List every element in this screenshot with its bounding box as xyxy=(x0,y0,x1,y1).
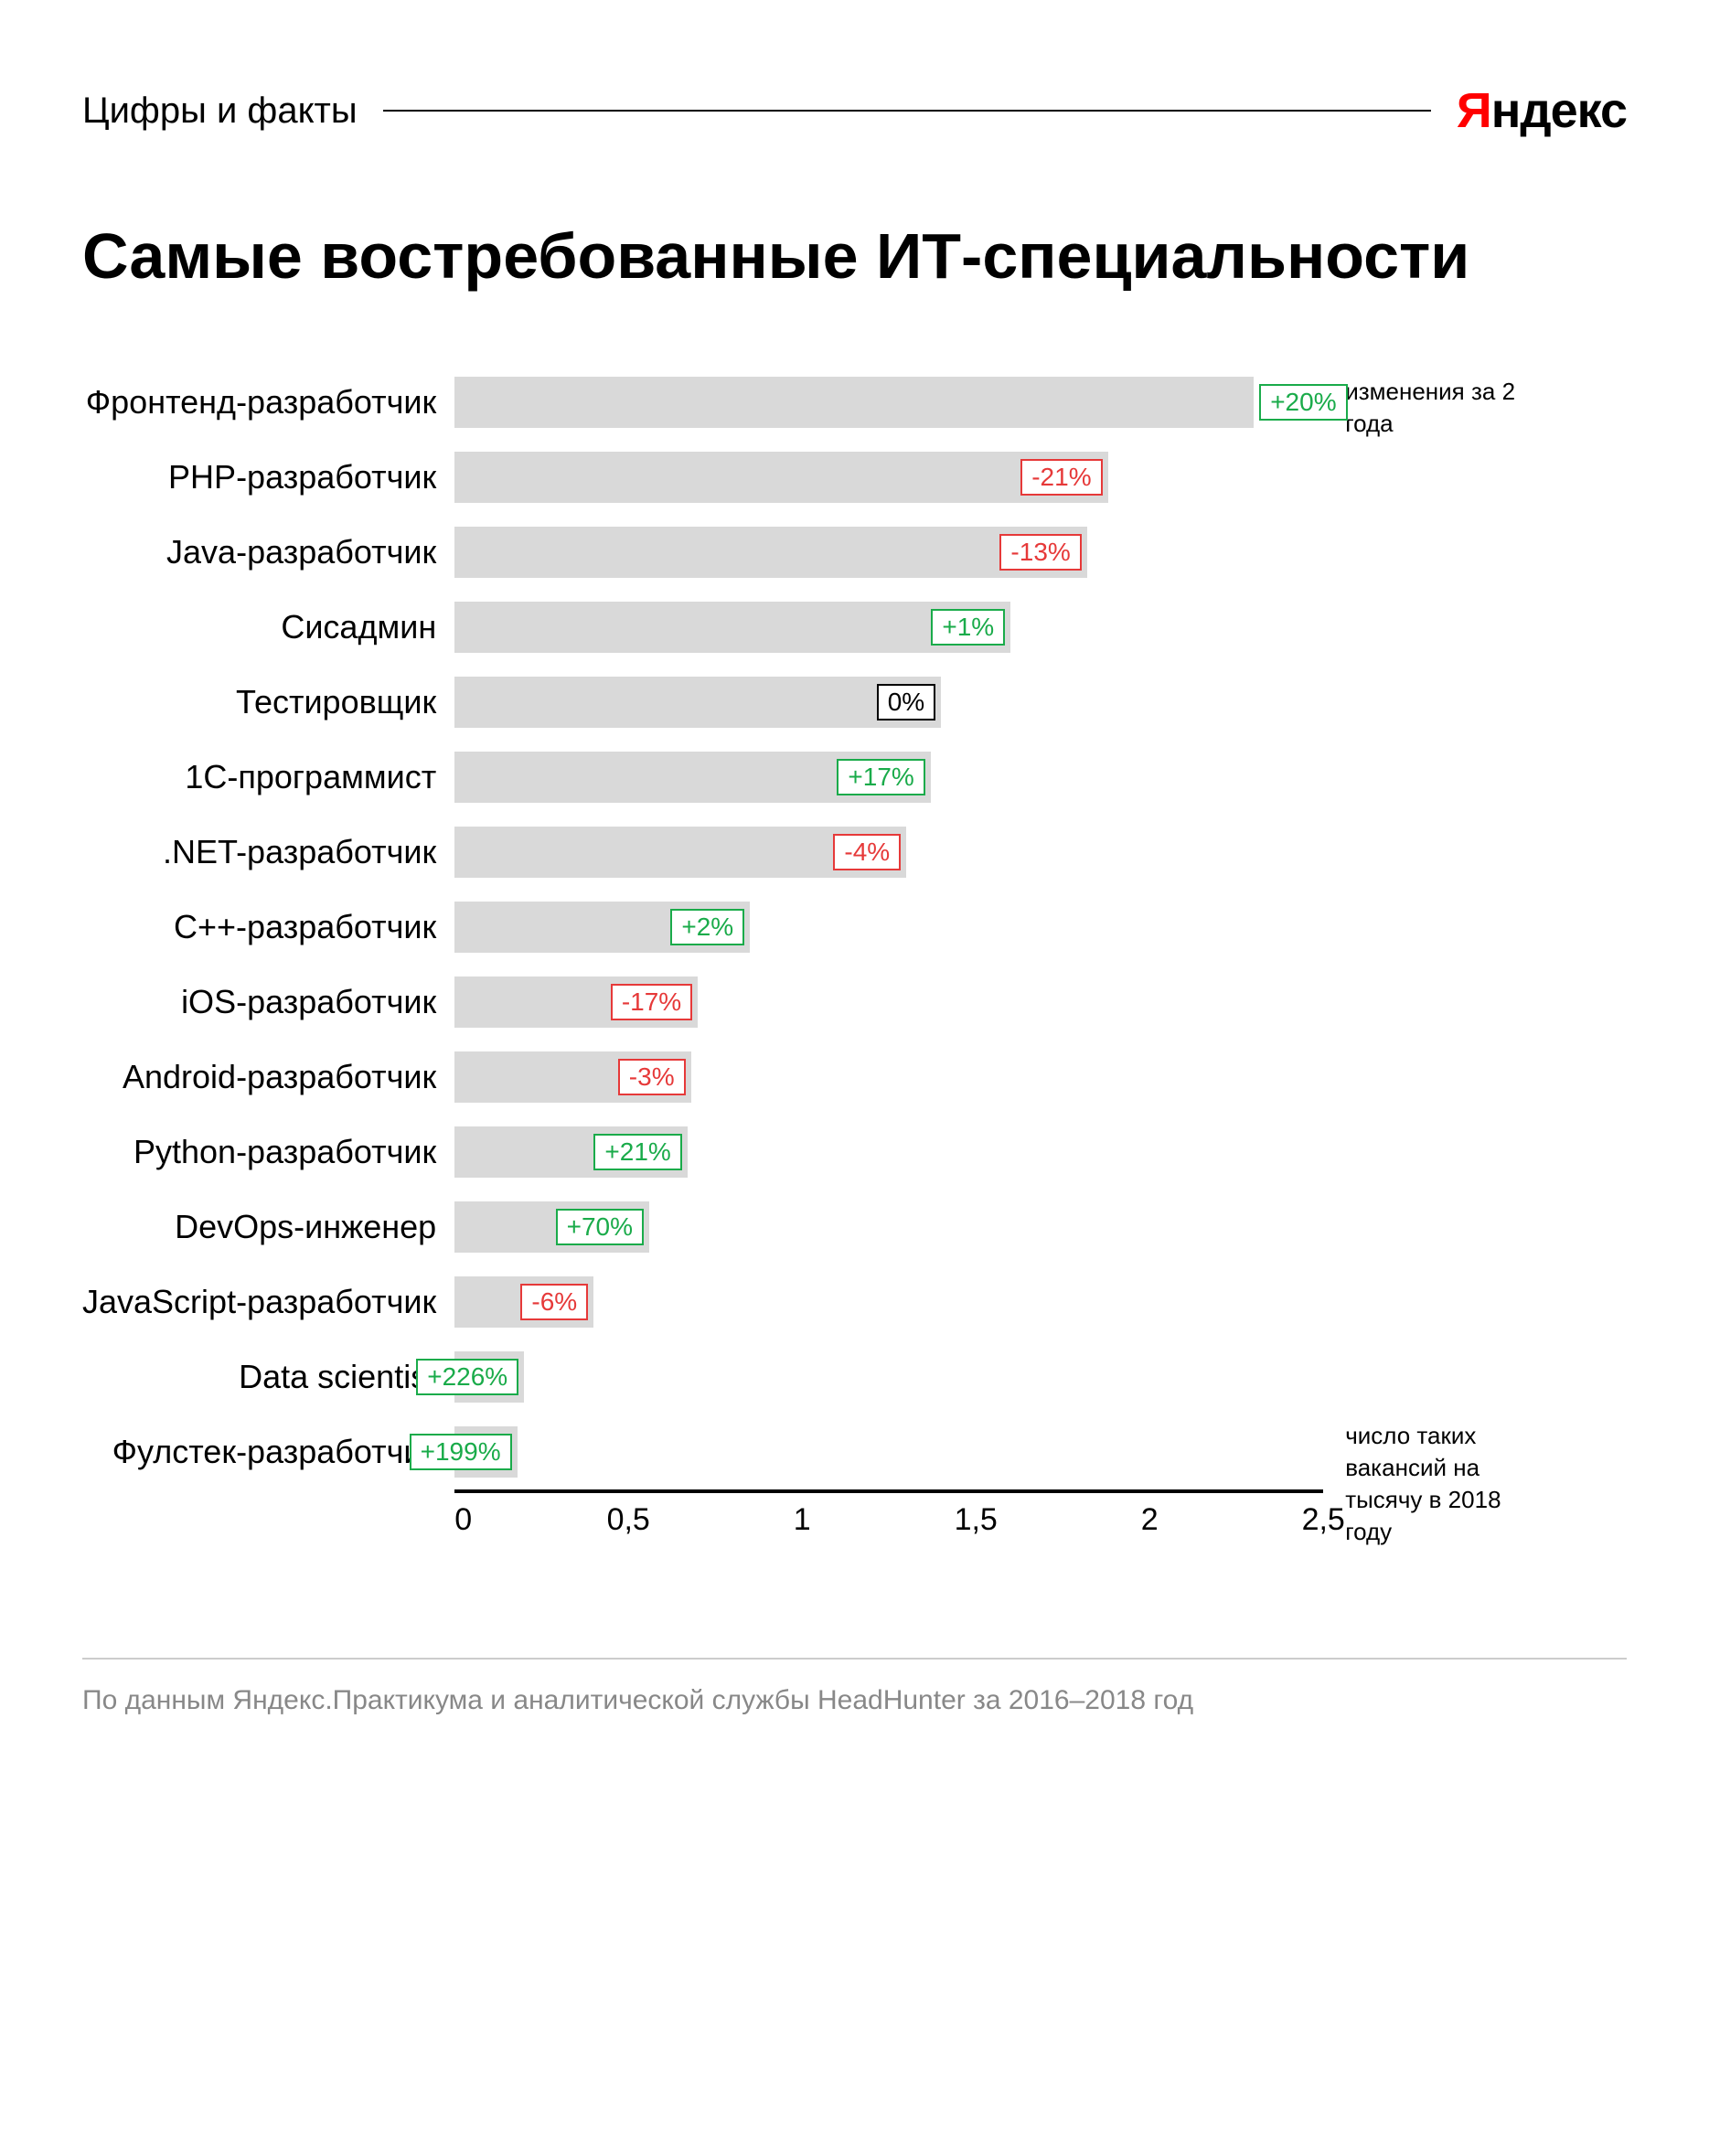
bar-row: +2% xyxy=(454,890,1323,965)
x-tick: 2,5 xyxy=(1302,1502,1345,1538)
bar-label: Сисадмин xyxy=(82,590,436,665)
x-tick: 2 xyxy=(1141,1502,1159,1538)
header-label: Цифры и факты xyxy=(82,91,358,132)
bar-row: +17% xyxy=(454,740,1323,815)
bar-row: +21% xyxy=(454,1115,1323,1190)
header: Цифры и факты Яндекс xyxy=(82,82,1627,139)
bar-label: Фулстек-разработчик xyxy=(82,1414,436,1489)
bar-label: Тестировщик xyxy=(82,665,436,740)
x-tick: 0 xyxy=(454,1502,472,1538)
yandex-logo: Яндекс xyxy=(1457,82,1627,139)
legend-note-top: изменения за 2 года xyxy=(1345,365,1528,440)
bar-row: -6% xyxy=(454,1265,1323,1339)
bar-label: PHP-разработчик xyxy=(82,440,436,515)
bar-row: -21% xyxy=(454,440,1323,515)
bar: -4% xyxy=(454,827,906,878)
bar: +20% xyxy=(454,377,1254,428)
bar: -17% xyxy=(454,977,698,1028)
bar-label: 1С-программист xyxy=(82,740,436,815)
bar-row: +1% xyxy=(454,590,1323,665)
bar: +21% xyxy=(454,1126,688,1178)
change-badge: -21% xyxy=(1020,459,1102,496)
bar: 0% xyxy=(454,677,941,728)
plot: +20% -21% -13% +1% 0% +17% -4% +2% -17% -3% +21% +7… xyxy=(454,365,1323,1493)
x-tick: 1 xyxy=(794,1502,811,1538)
change-badge: +17% xyxy=(837,759,924,795)
bar-label: Android-разработчик xyxy=(82,1040,436,1115)
bar: +70% xyxy=(454,1201,649,1253)
bar-row: +226% xyxy=(454,1339,1323,1414)
legend-note-bottom: число таких вакансий на тысячу в 2018 го… xyxy=(1345,1420,1528,1548)
bar: +199% xyxy=(454,1426,517,1478)
change-badge: +2% xyxy=(670,909,744,945)
change-badge: +21% xyxy=(593,1134,681,1170)
bar: +1% xyxy=(454,602,1010,653)
bar: -6% xyxy=(454,1276,593,1328)
bar-row: -13% xyxy=(454,515,1323,590)
page-title: Самые востребованные ИТ-специальности xyxy=(82,221,1627,292)
footer-divider xyxy=(82,1658,1627,1660)
bar-label: JavaScript-разработчик xyxy=(82,1265,436,1339)
bar-label: Фронтенд-разработчик xyxy=(82,365,436,440)
bar: -21% xyxy=(454,452,1107,503)
bar-row: -3% xyxy=(454,1040,1323,1115)
side-notes: изменения за 2 года число таких вакансий… xyxy=(1345,365,1528,1548)
bar: +2% xyxy=(454,902,750,953)
bar-label: Python-разработчик xyxy=(82,1115,436,1190)
bar-label: Java-разработчик xyxy=(82,515,436,590)
plot-column: +20% -21% -13% +1% 0% +17% -4% +2% -17% -3% +21% +7… xyxy=(454,365,1323,1557)
bar-row: 0% xyxy=(454,665,1323,740)
change-badge: -6% xyxy=(520,1284,588,1320)
change-badge: +1% xyxy=(931,609,1005,646)
x-tick: 1,5 xyxy=(955,1502,998,1538)
change-badge: -17% xyxy=(611,984,692,1020)
y-labels: Фронтенд-разработчикPHP-разработчикJava-… xyxy=(82,365,454,1557)
header-divider xyxy=(383,110,1431,112)
bar-row: -4% xyxy=(454,815,1323,890)
logo-red: Я xyxy=(1457,83,1491,138)
bar-row: -17% xyxy=(454,965,1323,1040)
bar: -13% xyxy=(454,527,1087,578)
bar: -3% xyxy=(454,1051,690,1103)
bar-label: iOS-разработчик xyxy=(82,965,436,1040)
bar: +17% xyxy=(454,752,931,803)
x-tick: 0,5 xyxy=(607,1502,650,1538)
chart-container: Фронтенд-разработчикPHP-разработчикJava-… xyxy=(82,365,1627,1557)
bar-label: DevOps-инженер xyxy=(82,1190,436,1265)
bar-label: Data scientist xyxy=(82,1339,436,1414)
change-badge: +20% xyxy=(1259,384,1347,421)
logo-black: ндекс xyxy=(1491,83,1627,138)
bar-row: +199% xyxy=(454,1414,1323,1489)
bar-row: +70% xyxy=(454,1190,1323,1265)
change-badge: -13% xyxy=(999,534,1081,571)
chart-area: Фронтенд-разработчикPHP-разработчикJava-… xyxy=(82,365,1323,1557)
change-badge: +226% xyxy=(416,1359,518,1395)
bar-label: .NET-разработчик xyxy=(82,815,436,890)
change-badge: -3% xyxy=(618,1059,686,1095)
bar: +226% xyxy=(454,1351,524,1403)
bar-row: +20% xyxy=(454,365,1323,440)
bar-label: C++-разработчик xyxy=(82,890,436,965)
change-badge: +70% xyxy=(556,1209,644,1245)
change-badge: -4% xyxy=(833,834,901,870)
footer-source: По данным Яндекс.Практикума и аналитичес… xyxy=(82,1685,1627,1716)
change-badge: 0% xyxy=(877,684,935,720)
x-axis: 00,511,522,5 xyxy=(454,1502,1323,1557)
change-badge: +199% xyxy=(410,1434,512,1470)
